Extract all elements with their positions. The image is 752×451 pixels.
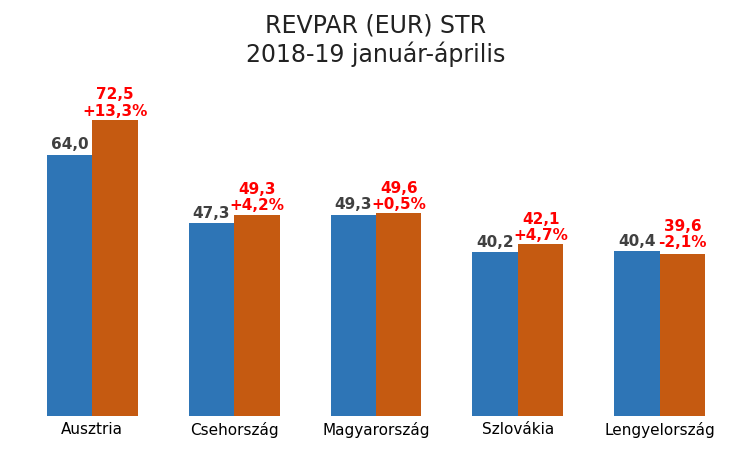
Text: +0,5%: +0,5% (371, 197, 426, 212)
Text: 49,3: 49,3 (238, 182, 275, 197)
Bar (234, 215, 280, 416)
Text: +13,3%: +13,3% (82, 103, 147, 118)
Text: 42,1: 42,1 (522, 211, 559, 226)
Text: 72,5: 72,5 (96, 87, 134, 102)
Bar (376, 214, 421, 416)
Bar (47, 155, 92, 416)
Text: 49,3: 49,3 (335, 197, 372, 212)
Text: 49,6: 49,6 (380, 180, 417, 196)
Text: 40,2: 40,2 (476, 234, 514, 249)
Bar (92, 120, 138, 416)
Bar (518, 244, 563, 416)
Text: 40,4: 40,4 (618, 233, 656, 248)
Bar (660, 255, 705, 416)
Bar (331, 215, 376, 416)
Text: -2,1%: -2,1% (658, 235, 707, 249)
Bar (189, 223, 234, 416)
Text: 64,0: 64,0 (50, 137, 88, 152)
Bar (614, 252, 660, 416)
Text: 39,6: 39,6 (664, 218, 702, 233)
Text: 47,3: 47,3 (193, 205, 230, 220)
Bar (472, 252, 518, 416)
Text: +4,7%: +4,7% (513, 227, 568, 242)
Title: REVPAR (EUR) STR
2018-19 január-április: REVPAR (EUR) STR 2018-19 január-április (247, 14, 505, 67)
Text: +4,2%: +4,2% (229, 198, 284, 213)
